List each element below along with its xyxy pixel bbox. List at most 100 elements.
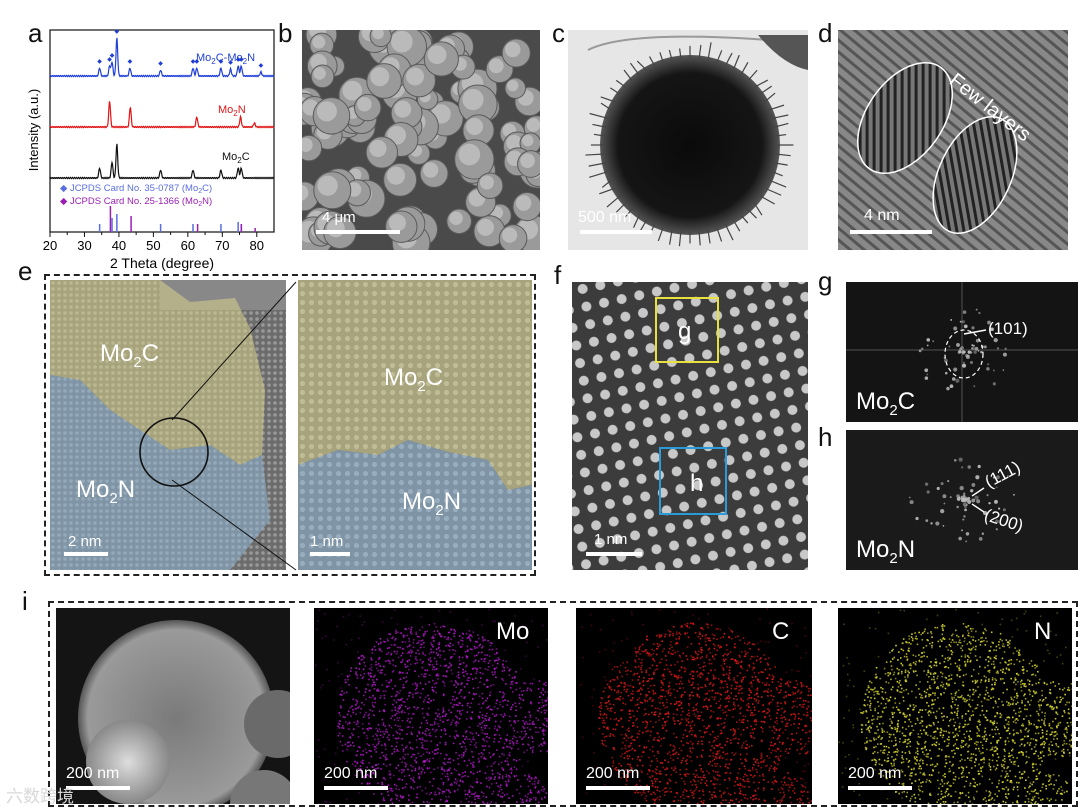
- xrd-chart: Intensity (a.u.) 2 Theta (degree) 20 30 40…: [26, 29, 275, 271]
- fringe-outline-2: [932, 116, 1018, 234]
- panel-label-h: h: [818, 422, 833, 452]
- fft-image-h: (111) (200) Mo2N: [846, 430, 1078, 570]
- scale-bar-b: [316, 230, 400, 234]
- peak-marker: ◆: [158, 61, 163, 67]
- peak-marker: ◆: [236, 57, 241, 63]
- eds-label-mo: Mo: [496, 618, 530, 645]
- tem-image: 500 nm: [568, 30, 808, 250]
- phase-label-mo2c-right: Mo2C: [384, 364, 444, 395]
- scale-label-b: 4 μm: [322, 209, 356, 226]
- scale-bar-c: [580, 230, 652, 234]
- panel-e-frame: [44, 274, 536, 576]
- box-h: [659, 447, 727, 515]
- eds-map-n: N 200 nm: [838, 608, 1072, 804]
- xrd-curve-Mo2C-Mo2N: [49, 37, 275, 78]
- panel-label-c: c: [552, 18, 565, 48]
- xrd-xlabel: 2 Theta (degree): [110, 255, 214, 271]
- scale-bar-d: [850, 230, 932, 234]
- fft-phase-label-h: Mo2N: [856, 536, 916, 567]
- haadf-image: 200 nm: [56, 608, 290, 804]
- box-g: [655, 297, 719, 363]
- series-label-mo2c-mo2n: Mo2C-Mo2N: [196, 52, 255, 66]
- sem-image: 4 μm: [302, 30, 540, 250]
- xtick-label-80: 80: [250, 238, 264, 253]
- panel-label-g: g: [818, 266, 833, 296]
- mo2c-region-right: [298, 280, 532, 490]
- scale-bar-e-left: [64, 552, 108, 556]
- scale-label-d: 4 nm: [864, 207, 900, 224]
- xrd-xticks: 20 30 40 50 60 70 80: [43, 232, 264, 253]
- scale-bar-i3: [586, 786, 650, 790]
- fringe-outline-1: [856, 61, 954, 175]
- phase-label-mo2n-left: Mo2N: [76, 476, 136, 507]
- scale-label-f: 1 nm: [594, 531, 628, 548]
- lattice-fringes: [838, 30, 1068, 250]
- peak-marker: ◆: [191, 59, 196, 65]
- peak-marker: ◆: [107, 57, 112, 63]
- xrd-frame: [49, 29, 275, 233]
- xtick-label-20: 20: [43, 238, 57, 253]
- peak-marker: ◆: [239, 57, 244, 63]
- legend-mo2c: ◆ JCPDS Card No. 35-0787 (Mo2C): [60, 183, 212, 195]
- scale-label-c: 500 nm: [578, 209, 632, 226]
- scale-bar-i2: [324, 786, 388, 790]
- peak-marker: ◆: [219, 59, 224, 65]
- scale-bar-e-right: [310, 552, 350, 556]
- panel-label-f: f: [554, 260, 562, 290]
- xrd-curve-Mo2N: [49, 101, 275, 129]
- eds-label-n: N: [1034, 618, 1052, 645]
- panel-i-frame: [48, 601, 1078, 807]
- eds-map-mo: Mo 200 nm: [314, 608, 548, 804]
- peak-marker: ◆: [194, 59, 199, 65]
- xtick-label-30: 30: [77, 238, 91, 253]
- xrd-peak-markers: ◆ ◆◆◆◆ ◆ ◆ ◆ ◆ ◆ ◆◆◆: [97, 29, 263, 69]
- phase-label-mo2n-right: Mo2N: [402, 488, 462, 519]
- scale-label-e-right: 1 nm: [310, 533, 344, 550]
- peak-marker: ◆: [110, 53, 115, 59]
- peak-marker: ◆: [128, 59, 133, 65]
- xtick-label-40: 40: [112, 238, 126, 253]
- series-label-mo2c: Mo2C: [222, 151, 250, 165]
- tem-particle: [600, 55, 780, 235]
- scale-label-e-left: 2 nm: [68, 533, 102, 550]
- fft-image-g: (101) Mo2C: [846, 282, 1078, 422]
- peak-marker: ◆: [259, 63, 264, 69]
- sem-spheres: [302, 30, 540, 250]
- scale-bar-i1: [66, 786, 130, 790]
- legend-mo2n: ◆ JCPDS Card No. 25-1366 (Mo2N): [60, 196, 212, 208]
- scale-bar-i4: [848, 786, 912, 790]
- scale-bar-f: [586, 552, 642, 556]
- mo2n-region-right: [298, 440, 532, 570]
- scale-label-i3: 200 nm: [586, 765, 640, 782]
- watermark: 六数跨境: [6, 787, 74, 806]
- xtick-label-50: 50: [146, 238, 160, 253]
- peak-marker: ◆: [115, 29, 120, 35]
- peak-marker: ◆: [228, 60, 233, 66]
- phase-label-mo2c-left: Mo2C: [100, 340, 160, 371]
- box-g-label: g: [678, 318, 692, 345]
- peak-marker: ◆: [97, 59, 102, 65]
- xrd-reference-lines: [98, 206, 256, 232]
- fft-phase-label-g: Mo2C: [856, 388, 916, 419]
- panel-label-i: i: [22, 586, 28, 616]
- xrd-curves: [49, 37, 275, 180]
- tem-sphere: [585, 35, 808, 247]
- xrd-curve-Mo2C: [49, 143, 275, 180]
- xtick-label-70: 70: [215, 238, 229, 253]
- xtick-label-60: 60: [181, 238, 195, 253]
- panel-label-b: b: [278, 18, 293, 48]
- panel-label-d: d: [818, 18, 833, 48]
- panel-label-a: a: [28, 18, 43, 48]
- xrd-ylabel: Intensity (a.u.): [26, 89, 41, 171]
- fft-ring-101: [944, 329, 984, 379]
- series-label-mo2n: Mo2N: [218, 104, 246, 118]
- panel-label-e: e: [18, 256, 33, 286]
- plane-label-101: (101): [988, 319, 1028, 338]
- scale-label-i1: 200 nm: [66, 765, 120, 782]
- hrtem-image-e-left: Mo2C Mo2N 2 nm: [50, 280, 286, 570]
- zoom-lines: [171, 281, 297, 571]
- hrtem-image-e-right: Mo2C Mo2N 1 nm: [298, 280, 532, 570]
- scale-label-i4: 200 nm: [848, 765, 902, 782]
- mo2c-region-left: [50, 280, 265, 465]
- hrtem-image-f: g h 1 nm: [572, 282, 808, 570]
